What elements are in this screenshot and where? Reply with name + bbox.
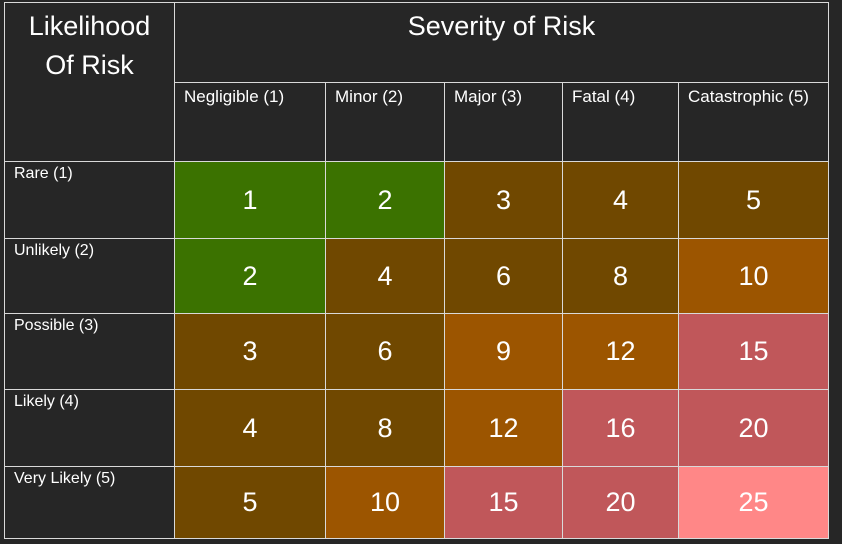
risk-cell: 8 — [325, 389, 445, 467]
table-row-very-likely: Very Likely (5) 5 10 15 20 25 — [4, 466, 829, 539]
risk-cell: 4 — [325, 238, 445, 314]
risk-cell: 10 — [678, 238, 829, 314]
column-header-major: Major (3) — [444, 82, 563, 162]
risk-cell: 12 — [562, 313, 679, 390]
risk-cell: 5 — [678, 161, 829, 239]
risk-cell: 16 — [562, 389, 679, 467]
risk-cell: 1 — [174, 161, 326, 239]
risk-matrix-table: Likelihood Of Risk Severity of Risk Negl… — [4, 2, 829, 539]
risk-cell: 15 — [444, 466, 563, 539]
risk-cell: 8 — [562, 238, 679, 314]
risk-cell: 15 — [678, 313, 829, 390]
row-header-rare: Rare (1) — [4, 161, 175, 239]
risk-cell: 6 — [325, 313, 445, 390]
column-header-catastrophic: Catastrophic (5) — [678, 82, 829, 162]
column-header-negligible: Negligible (1) — [174, 82, 326, 162]
column-header-minor: Minor (2) — [325, 82, 445, 162]
risk-cell: 20 — [562, 466, 679, 539]
risk-cell: 2 — [174, 238, 326, 314]
risk-cell: 12 — [444, 389, 563, 467]
risk-cell: 20 — [678, 389, 829, 467]
table-row-likely: Likely (4) 4 8 12 16 20 — [4, 389, 829, 467]
likelihood-header: Likelihood Of Risk — [4, 2, 175, 162]
risk-cell: 10 — [325, 466, 445, 539]
row-header-possible: Possible (3) — [4, 313, 175, 390]
row-header-very-likely: Very Likely (5) — [4, 466, 175, 539]
severity-title: Severity of Risk — [174, 2, 829, 83]
risk-cell: 3 — [174, 313, 326, 390]
risk-cell: 2 — [325, 161, 445, 239]
row-header-likely: Likely (4) — [4, 389, 175, 467]
risk-cell: 9 — [444, 313, 563, 390]
table-row-possible: Possible (3) 3 6 9 12 15 — [4, 313, 829, 390]
risk-cell: 25 — [678, 466, 829, 539]
risk-cell: 3 — [444, 161, 563, 239]
likelihood-title-line1: Likelihood — [28, 11, 151, 41]
row-header-unlikely: Unlikely (2) — [4, 238, 175, 314]
likelihood-title-line2: Of Risk — [45, 50, 134, 80]
risk-cell: 5 — [174, 466, 326, 539]
column-header-fatal: Fatal (4) — [562, 82, 679, 162]
table-row-rare: Rare (1) 1 2 3 4 5 — [4, 161, 829, 239]
table-row-unlikely: Unlikely (2) 2 4 6 8 10 — [4, 238, 829, 314]
risk-cell: 4 — [174, 389, 326, 467]
risk-cell: 4 — [562, 161, 679, 239]
risk-cell: 6 — [444, 238, 563, 314]
